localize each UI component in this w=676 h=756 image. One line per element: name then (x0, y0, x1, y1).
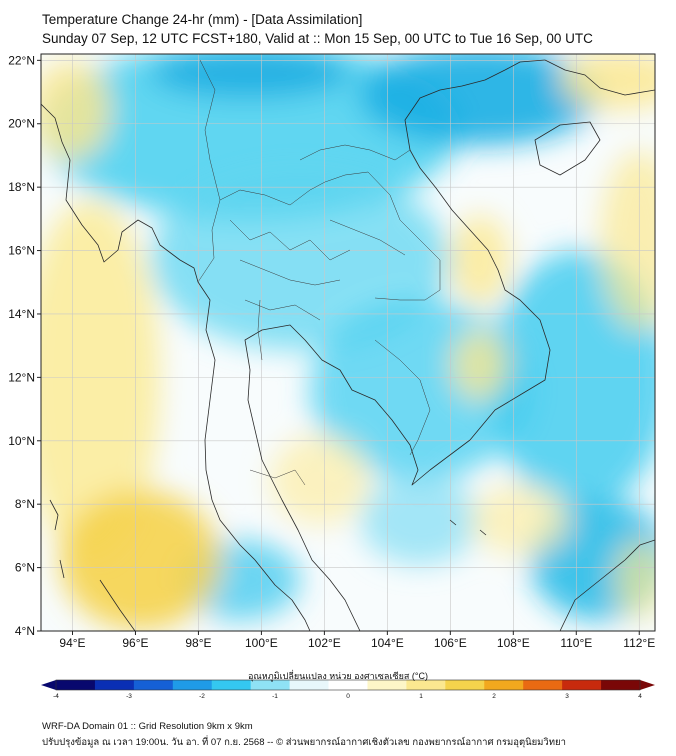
cambodia-vietnam-border (374, 339, 431, 456)
map-frame (40, 53, 656, 632)
cool-anomaly-region (150, 170, 450, 350)
lon-tick-label: 96°E (122, 636, 148, 650)
lon-tick-label: 106°E (434, 636, 467, 650)
hainan-island (534, 121, 601, 176)
coastlines-and-borders (41, 59, 655, 631)
colorbar-cell (133, 680, 174, 690)
lon-tick-label: 108°E (497, 636, 530, 650)
warm-anomaly-region (470, 485, 570, 555)
lon-tick-label: 100°E (245, 636, 278, 650)
coastline-bay-of-bengal (41, 103, 216, 501)
colorbar-cell (94, 680, 135, 690)
lon-tick-label: 94°E (59, 636, 85, 650)
footer-update-credit: ปรับปรุงข้อมูล ณ เวลา 19:00น. วัน อา. ที… (42, 737, 566, 748)
coastline-malay-west (211, 499, 311, 631)
longitude-tick-labels: 94°E 96°E 98°E 100°E 102°E 104°E 106°E 108°E 110… (59, 631, 655, 650)
borneo-coast (559, 539, 655, 631)
colorbar-label: อุณหภูมิเปลี่ยนแปลง หน่วย องศาเซลเซียส (… (248, 671, 428, 681)
lon-tick-label: 102°E (308, 636, 341, 650)
colorbar-tick-label: 4 (638, 693, 642, 700)
colorbar: -4 -3 -2 -1 0 1 2 3 4 (41, 679, 655, 700)
warm-anomaly-region (600, 150, 655, 330)
colorbar-tick-label: 1 (419, 693, 423, 700)
colorbar-min-extension (41, 680, 56, 690)
cool-anomaly-region (360, 475, 480, 565)
colorbar-tick-label: -1 (272, 693, 278, 700)
lat-tick-label: 8°N (15, 497, 35, 511)
coastline-china-south (544, 59, 655, 96)
colorbar-cell (56, 680, 96, 690)
sumatra-coast (99, 579, 136, 631)
warm-anomaly-region (452, 330, 508, 400)
colorbar-max-extension (640, 680, 655, 690)
lat-tick-label: 10°N (8, 434, 35, 448)
colorbar-tick-label: 2 (492, 693, 496, 700)
colorbar-tick-labels: -4 -3 -2 -1 0 1 2 3 4 (53, 693, 642, 700)
warm-anomaly-region (41, 200, 160, 560)
temperature-change-field (41, 54, 655, 630)
colorbar-cell (328, 680, 368, 690)
province-lines (229, 219, 406, 361)
lat-tick-label: 18°N (8, 180, 35, 194)
coastline-malay-east (254, 429, 361, 631)
malaysia-thailand-border (249, 469, 306, 486)
warm-anomaly-region (41, 60, 110, 160)
coastline-indochina-east (404, 59, 551, 441)
lat-lon-grid (41, 54, 655, 631)
colorbar-cell (523, 680, 563, 690)
colorbar-cell (601, 680, 641, 690)
colorbar-cell (172, 680, 213, 690)
colorbar-cell (289, 680, 329, 690)
footer-resolution: WRF-DA Domain 01 :: Grid Resolution 9km … (42, 721, 253, 732)
cool-anomaly-region (360, 54, 600, 145)
warm-anomaly-region (615, 540, 655, 620)
lon-tick-label: 98°E (185, 636, 211, 650)
laos-vietnam-border (299, 144, 421, 169)
lon-tick-label: 110°E (560, 636, 592, 650)
lat-tick-label: 16°N (8, 244, 35, 258)
map-subtitle: Sunday 07 Sep, 12 UTC FCST+180, Valid at… (42, 31, 593, 46)
lat-tick-label: 12°N (8, 370, 35, 384)
colorbar-cell (250, 680, 290, 690)
colorbar-cell (445, 680, 485, 690)
colorbar-cell (211, 680, 252, 690)
colorbar-tick-label: -4 (53, 693, 59, 700)
lat-tick-label: 22°N (8, 53, 35, 67)
warm-anomaly-region (560, 54, 655, 110)
warm-anomaly-region (450, 215, 510, 305)
lon-tick-label: 104°E (371, 636, 404, 650)
colorbar-cell (484, 680, 524, 690)
colorbar-tick-label: 0 (346, 693, 350, 700)
map-panel: 22°N 20°N 18°N 16°N 14°N 12°N 10°N 8°N 6°N 4°N 94… (8, 53, 656, 650)
lat-tick-label: 14°N (8, 307, 35, 321)
colorbar-cell (562, 680, 602, 690)
anambas-islands (449, 519, 487, 536)
cool-anomaly-region (490, 250, 655, 510)
lat-tick-label: 4°N (15, 624, 35, 638)
lat-tick-label: 6°N (15, 561, 35, 575)
warm-anomaly-region (60, 490, 220, 630)
colorbar-frame (55, 679, 641, 691)
andaman-islands (49, 499, 65, 579)
colorbar-tick-label: -2 (199, 693, 205, 700)
myanmar-china-border (199, 59, 221, 201)
country-and-province-borders (197, 59, 441, 486)
colorbar-cells (56, 680, 641, 690)
coastline-gulf-of-thailand (244, 324, 471, 486)
colorbar-tick-label: 3 (565, 693, 569, 700)
lat-tick-label: 20°N (8, 117, 35, 131)
warm-anomaly-region (270, 435, 370, 525)
colorbar-cell (367, 680, 407, 690)
colorbar-tick-label: -3 (126, 693, 132, 700)
map-title: Temperature Change 24-hr (mm) - [Data As… (42, 12, 363, 27)
colorbar-cell (406, 680, 446, 690)
cool-anomaly-region (150, 54, 350, 97)
lon-tick-label: 112°E (623, 636, 655, 650)
latitude-tick-labels: 22°N 20°N 18°N 16°N 14°N 12°N 10°N 8°N 6°N 4°N (8, 53, 41, 638)
